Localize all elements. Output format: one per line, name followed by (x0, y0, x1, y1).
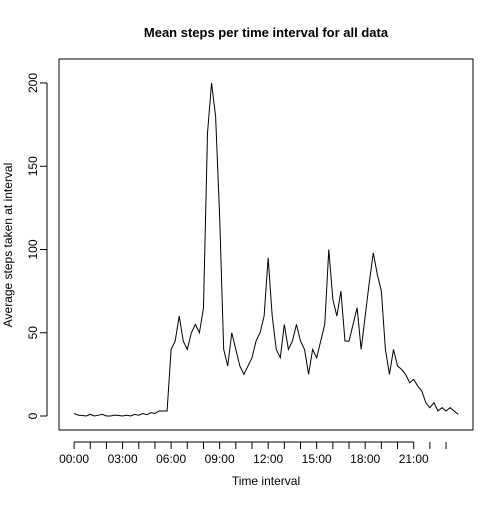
y-tick-label: 50 (26, 326, 40, 340)
x-tick-label: 09:00 (205, 452, 235, 466)
data-line (73, 82, 459, 417)
x-tick-label: 15:00 (302, 452, 332, 466)
chart-title: Mean steps per time interval for all dat… (144, 25, 389, 40)
y-axis-label: Average steps taken at interval (1, 163, 15, 328)
x-axis-label: Time interval (232, 474, 300, 488)
x-tick-label: 18:00 (350, 452, 380, 466)
x-tick-label: 03:00 (108, 452, 138, 466)
y-tick-label: 150 (26, 156, 40, 176)
plot-box (58, 58, 474, 431)
x-tick-label: 06:00 (156, 452, 186, 466)
x-tick-label: 12:00 (253, 452, 283, 466)
x-tick-label: 21:00 (399, 452, 429, 466)
y-tick-label: 200 (26, 73, 40, 93)
x-tick-label: 00:00 (59, 452, 89, 466)
y-tick-label: 0 (26, 412, 40, 419)
y-tick-label: 100 (26, 239, 40, 259)
